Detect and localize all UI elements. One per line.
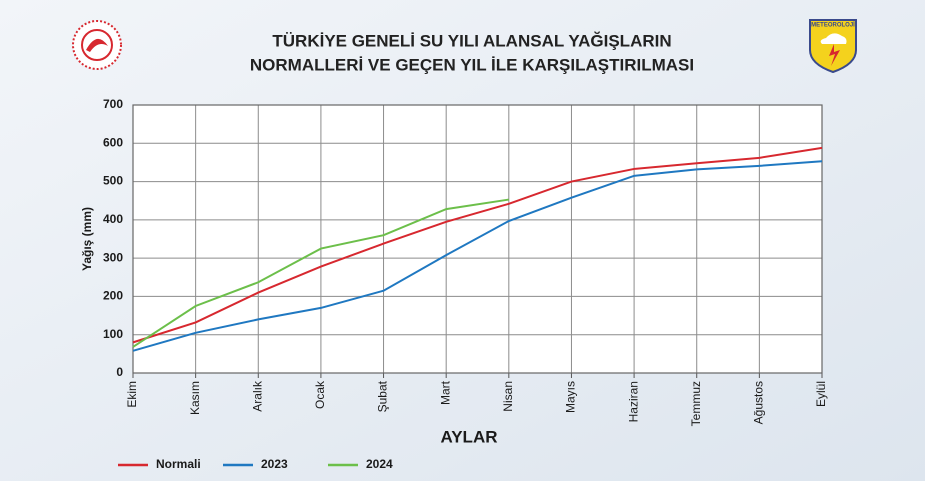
x-tick-label: Ocak bbox=[313, 380, 327, 409]
series-line bbox=[132, 160, 823, 352]
x-tick-label: Mayıs bbox=[564, 381, 578, 413]
y-axis-label: Yağış (mm) bbox=[80, 207, 94, 271]
series-line bbox=[132, 146, 823, 344]
chart-title: TÜRKİYE GENELİ SU YILI ALANSAL YAĞIŞLARI… bbox=[272, 31, 671, 50]
x-tick-label: Ekim bbox=[125, 381, 139, 408]
y-tick-label: 500 bbox=[103, 174, 123, 188]
x-tick-label: Nisan bbox=[501, 381, 515, 412]
legend-label: 2024 bbox=[366, 457, 393, 471]
x-tick-label: Kasım bbox=[188, 381, 202, 415]
y-tick-label: 600 bbox=[103, 135, 123, 149]
chart-title: NORMALLERİ VE GEÇEN YIL İLE KARŞILAŞTIRI… bbox=[250, 55, 694, 74]
left-logo bbox=[72, 20, 122, 70]
x-axis-label: AYLAR bbox=[441, 427, 498, 446]
x-tick-label: Temmuz bbox=[689, 381, 703, 426]
y-tick-label: 0 bbox=[116, 365, 123, 379]
legend-label: 2023 bbox=[261, 457, 288, 471]
y-tick-label: 400 bbox=[103, 212, 123, 226]
y-tick-label: 100 bbox=[103, 327, 123, 341]
plot-border bbox=[132, 104, 823, 374]
x-tick-label: Şubat bbox=[376, 380, 390, 412]
y-tick-label: 300 bbox=[103, 250, 123, 264]
logo-text: METEOROLOJİ bbox=[811, 22, 855, 29]
y-tick-label: 700 bbox=[103, 97, 123, 111]
x-tick-label: Eylül bbox=[814, 381, 828, 407]
x-tick-label: Aralık bbox=[250, 380, 264, 412]
legend-label: Normali bbox=[156, 457, 201, 471]
x-tick-label: Mart bbox=[438, 380, 452, 405]
right-logo: METEOROLOJİ bbox=[809, 19, 857, 74]
y-tick-label: 200 bbox=[103, 289, 123, 303]
series-line bbox=[132, 198, 509, 348]
x-tick-label: Ağustos bbox=[752, 381, 766, 424]
x-tick-label: Haziran bbox=[626, 381, 640, 422]
